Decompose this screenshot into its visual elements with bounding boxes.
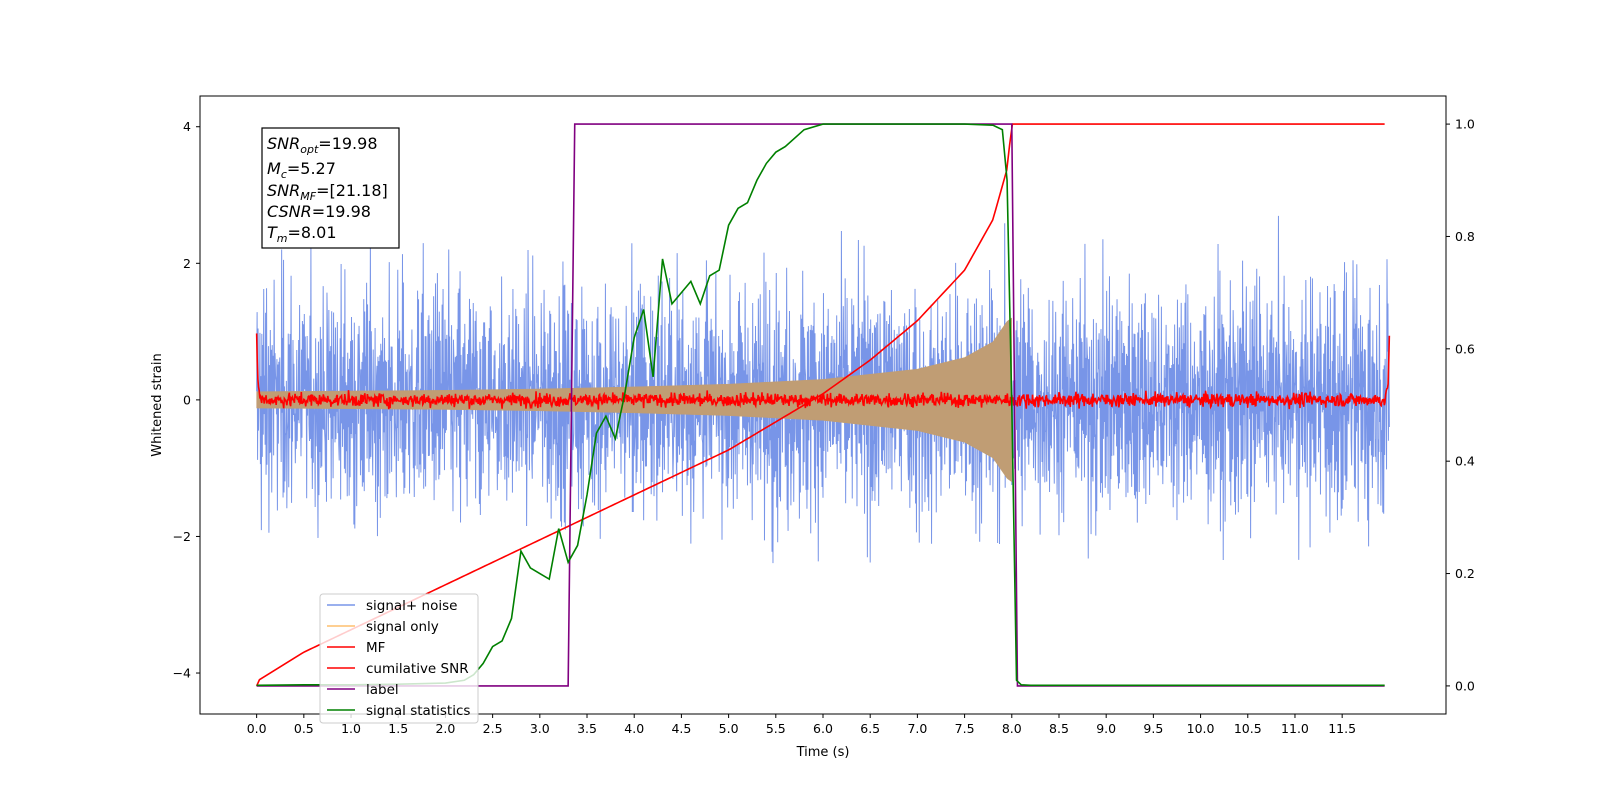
x-tick-label: 6.0 <box>813 721 833 736</box>
series-cumilative-snr-line <box>255 123 1385 687</box>
x-tick-label: 7.5 <box>955 721 975 736</box>
legend-frame <box>319 593 479 724</box>
series-signal-noise-line <box>256 215 1390 564</box>
annotation-box: SNRopt=19.98 Mc=5.27 SNRMF=[21.18] CSNR=… <box>261 127 400 249</box>
series-signal-statistics-line <box>256 123 1385 687</box>
x-tick-label: 3.0 <box>530 721 550 736</box>
x-tick-label: 8.0 <box>1002 721 1022 736</box>
x-tick-label: 10.5 <box>1234 721 1262 736</box>
annotation-line-tm: Tm=8.01 <box>267 223 337 245</box>
x-tick-label: 6.5 <box>860 721 880 736</box>
x-tick-label: 0.0 <box>247 721 267 736</box>
x-tick-label: 9.0 <box>1096 721 1116 736</box>
x-tick-label: 1.5 <box>388 721 408 736</box>
x-tick-label: 9.5 <box>1143 721 1163 736</box>
legend-label-mf: MF <box>366 640 385 656</box>
series-mf-line <box>255 333 1391 410</box>
y2-tick-label: 0.2 <box>1455 566 1475 581</box>
y-tick-label: −4 <box>173 666 191 681</box>
y2-tick-label: 0.0 <box>1455 678 1475 693</box>
annotation-line-snr-mf: SNRMF=[21.18] <box>267 181 388 203</box>
annotation-line-csnr: CSNR=19.98 <box>267 202 371 221</box>
annotation-frame <box>261 127 400 249</box>
x-tick-label: 0.5 <box>294 721 314 736</box>
annotation-line-snr-opt: SNRopt=19.98 <box>267 134 378 156</box>
x-tick-label: 11.5 <box>1328 721 1356 736</box>
x-tick-label: 5.0 <box>719 721 739 736</box>
x-tick-label: 2.0 <box>435 721 455 736</box>
legend-label-label: label <box>366 682 399 698</box>
x-tick-label: 3.5 <box>577 721 597 736</box>
x-axis-title: Time (s) <box>796 745 850 760</box>
legend-label-cumilative-snr: cumilative SNR <box>366 661 469 677</box>
y2-tick-label: 0.6 <box>1455 341 1475 356</box>
x-tick-label: 4.0 <box>624 721 644 736</box>
legend-label-signal-statistics: signal statistics <box>366 703 470 719</box>
y2-tick-label: 0.4 <box>1455 454 1475 469</box>
y-tick-label: 4 <box>183 119 191 134</box>
x-tick-label: 7.0 <box>907 721 927 736</box>
x-tick-label: 11.0 <box>1281 721 1309 736</box>
y-tick-label: 2 <box>183 256 191 271</box>
x-tick-label: 8.5 <box>1049 721 1069 736</box>
y2-tick-label: 1.0 <box>1455 117 1475 132</box>
y-axis-title: Whitened strain <box>150 353 165 456</box>
annotation-line-mc: Mc=5.27 <box>267 159 336 181</box>
x-tick-label: 4.5 <box>671 721 691 736</box>
x-tick-label: 1.0 <box>341 721 361 736</box>
x-tick-label: 5.5 <box>766 721 786 736</box>
y-tick-label: 0 <box>183 392 191 407</box>
y-tick-label: −2 <box>173 529 191 544</box>
legend-label-signal-noise: signal+ noise <box>366 598 457 614</box>
legend: signal+ noise signal only MF cumilative SNR… <box>319 593 479 724</box>
y2-tick-label: 0.8 <box>1455 229 1475 244</box>
x-tick-label: 2.5 <box>483 721 503 736</box>
legend-label-signal-only: signal only <box>366 619 439 635</box>
x-tick-label: 10.0 <box>1187 721 1215 736</box>
